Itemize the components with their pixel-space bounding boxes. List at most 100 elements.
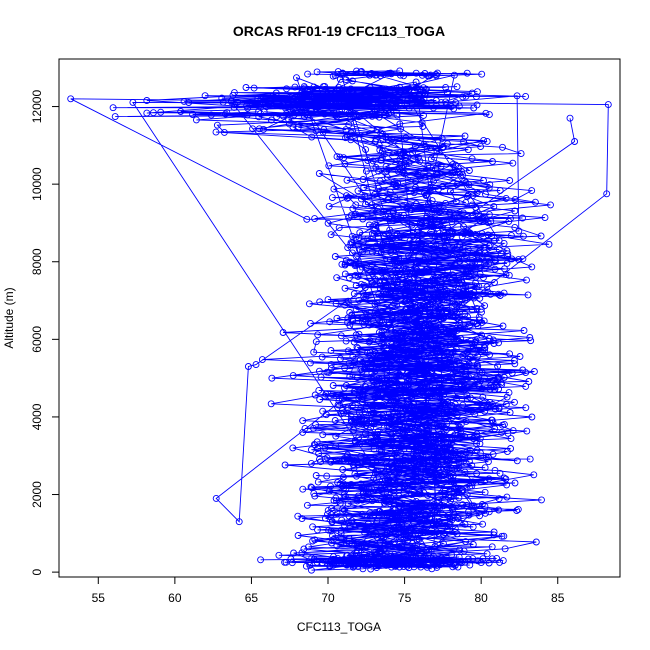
- data-point: [470, 289, 478, 296]
- data-point: [344, 559, 352, 567]
- data-point: [356, 392, 364, 400]
- data-point: [429, 557, 436, 565]
- data-point: [402, 403, 409, 411]
- data-point: [370, 230, 378, 238]
- data-point: [383, 173, 391, 181]
- data-point: [352, 331, 360, 339]
- data-point: [379, 308, 387, 315]
- data-point: [377, 532, 385, 540]
- data-point: [417, 407, 425, 415]
- data-point: [329, 382, 337, 389]
- data-point: [277, 102, 285, 110]
- data-point: [311, 391, 319, 399]
- data-point: [360, 293, 368, 301]
- data-point: [395, 492, 403, 500]
- data-point: [338, 105, 346, 113]
- data-point: [465, 167, 473, 174]
- data-point: [451, 169, 459, 177]
- data-point: [255, 108, 262, 116]
- data-point: [387, 108, 395, 116]
- data-point: [362, 146, 370, 154]
- data-point: [403, 297, 410, 305]
- data-point: [391, 443, 399, 451]
- data-point: [443, 426, 450, 434]
- data-point: [371, 191, 379, 198]
- data-point: [368, 356, 376, 364]
- data-point: [401, 464, 409, 472]
- data-point: [415, 277, 423, 285]
- data-point: [433, 508, 441, 516]
- data-point: [490, 531, 498, 539]
- data-point: [405, 529, 413, 537]
- data-point: [473, 433, 481, 441]
- data-point: [369, 157, 377, 165]
- data-point: [400, 308, 408, 316]
- data-point: [476, 440, 484, 448]
- data-point: [323, 472, 331, 480]
- data-point: [486, 181, 494, 189]
- data-point: [472, 279, 479, 287]
- data-point: [383, 344, 391, 352]
- data-point: [481, 302, 489, 310]
- data-point: [484, 458, 492, 466]
- data-point: [465, 457, 473, 465]
- data-point: [177, 108, 185, 115]
- data-point: [316, 396, 324, 403]
- data-point: [371, 221, 379, 229]
- data-point: [462, 538, 470, 546]
- data-point: [469, 253, 477, 261]
- data-point: [342, 382, 350, 389]
- data-point: [416, 465, 424, 472]
- data-point: [331, 417, 339, 424]
- data-point: [410, 329, 417, 337]
- data-point: [257, 110, 264, 118]
- data-point: [485, 184, 493, 192]
- data-point: [497, 249, 505, 257]
- data-point: [243, 111, 251, 119]
- data-point: [468, 293, 476, 301]
- data-point: [475, 313, 483, 321]
- data-point: [442, 433, 450, 441]
- data-point: [355, 433, 363, 441]
- data-point: [504, 250, 512, 258]
- data-point: [354, 461, 362, 468]
- data-point: [409, 267, 417, 275]
- data-point: [312, 127, 320, 135]
- data-point: [143, 97, 151, 104]
- data-point: [448, 228, 456, 235]
- data-point: [511, 398, 518, 406]
- data-point: [313, 108, 320, 116]
- data-point: [446, 520, 454, 528]
- data-point: [358, 496, 366, 504]
- data-point: [425, 443, 433, 451]
- data-point: [426, 353, 434, 361]
- data-point: [455, 165, 463, 173]
- data-point: [474, 381, 482, 389]
- data-point: [419, 89, 427, 96]
- data-point: [538, 496, 545, 504]
- data-point: [349, 205, 357, 213]
- data-point: [434, 407, 442, 415]
- data-point: [479, 520, 487, 528]
- data-point: [456, 241, 464, 249]
- data-point: [391, 255, 399, 263]
- data-point: [458, 233, 466, 241]
- data-point: [463, 406, 471, 414]
- data-point: [423, 546, 430, 554]
- data-point: [313, 438, 321, 446]
- data-point: [367, 529, 375, 537]
- data-point: [463, 348, 471, 356]
- data-point: [375, 167, 383, 175]
- data-point: [374, 315, 382, 323]
- data-point: [298, 549, 306, 557]
- data-point: [507, 231, 515, 239]
- data-point: [373, 311, 380, 319]
- data-point: [571, 138, 579, 145]
- data-point: [494, 362, 502, 370]
- y-tick-label: 0: [30, 568, 44, 575]
- data-point: [465, 360, 473, 368]
- data-point: [525, 378, 533, 385]
- data-point: [366, 337, 374, 345]
- data-point: [283, 85, 290, 93]
- data-point: [405, 252, 413, 259]
